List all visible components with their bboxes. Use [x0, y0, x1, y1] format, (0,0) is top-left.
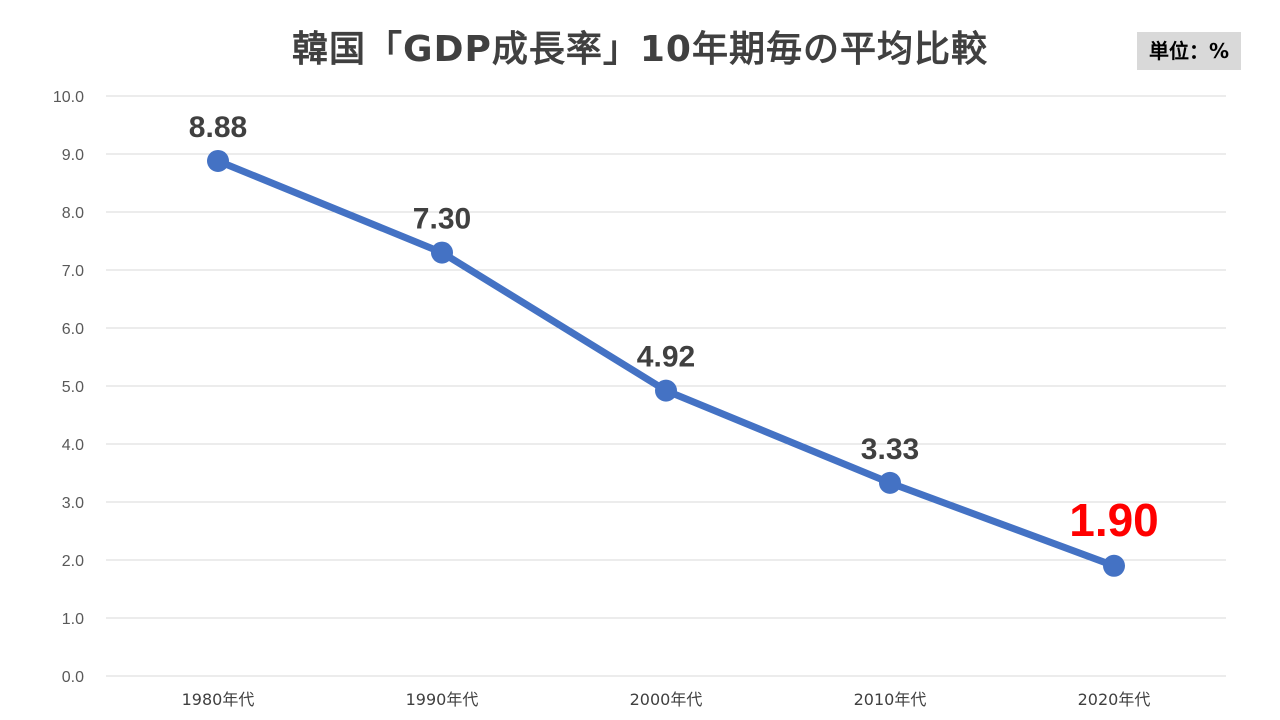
y-tick-label: 7.0: [62, 263, 84, 280]
y-tick-label: 10.0: [53, 89, 84, 106]
y-tick-label: 9.0: [62, 147, 84, 164]
data-label: 7.30: [413, 203, 471, 236]
x-tick-label: 1980年代: [182, 690, 255, 709]
data-point: [207, 149, 229, 172]
x-tick-label: 1990年代: [406, 690, 479, 709]
x-tick-label: 2020年代: [1078, 690, 1151, 709]
series-layer: [207, 149, 1125, 577]
data-label: 8.88: [189, 111, 247, 144]
data-point: [431, 241, 453, 264]
data-label: 3.33: [861, 433, 919, 466]
y-tick-label: 6.0: [62, 321, 84, 338]
data-label: 4.92: [637, 341, 695, 374]
unit-badge: 単位：%: [1137, 32, 1241, 70]
y-tick-label: 3.0: [62, 495, 84, 512]
gridlines: [106, 95, 1226, 677]
data-point: [1103, 554, 1125, 577]
data-point: [655, 379, 677, 402]
data-point: [879, 471, 901, 494]
data-label: 1.90: [1069, 494, 1159, 546]
y-tick-label: 5.0: [62, 379, 84, 396]
y-tick-label: 8.0: [62, 205, 84, 222]
y-axis-ticks: 0.0 1.0 2.0 3.0 4.0 5.0 6.0 7.0 8.0 9.0 10.0: [53, 89, 84, 686]
data-labels: 8.88 7.30 4.92 3.33 1.90: [189, 111, 1159, 546]
chart-title: 韓国「GDP成長率」10年期毎の平均比較: [292, 29, 988, 70]
y-tick-label: 0.0: [62, 669, 84, 686]
y-tick-label: 1.0: [62, 611, 84, 628]
y-tick-label: 2.0: [62, 553, 84, 570]
x-axis-ticks: 1980年代 1990年代 2000年代 2010年代 2020年代: [182, 690, 1151, 709]
x-tick-label: 2000年代: [630, 690, 703, 709]
y-tick-label: 4.0: [62, 437, 84, 454]
x-tick-label: 2010年代: [854, 690, 927, 709]
